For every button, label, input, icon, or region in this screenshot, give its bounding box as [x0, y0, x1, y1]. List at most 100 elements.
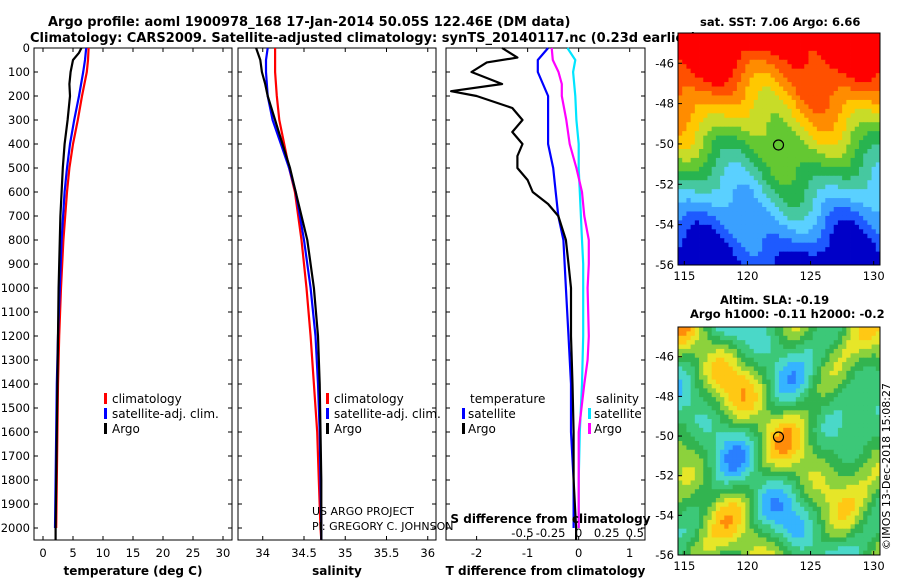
map-cell [694, 524, 700, 530]
map-cell [699, 392, 704, 398]
map-cell [732, 207, 738, 212]
map-cell [753, 171, 759, 177]
map-cell [774, 166, 780, 172]
map-cell [867, 519, 872, 525]
map-cell [707, 405, 713, 411]
map-cell [749, 427, 755, 433]
map-cell [858, 401, 864, 407]
map-cell [757, 131, 763, 137]
map-cell [791, 207, 797, 212]
map-cell [800, 247, 805, 253]
map-cell [800, 392, 805, 398]
map-cell [690, 55, 696, 61]
map-cell [766, 135, 771, 141]
map-cell [800, 375, 805, 381]
map-cell [867, 256, 872, 261]
map-cell [787, 91, 793, 96]
map-cell [825, 256, 830, 261]
map-cell [682, 458, 687, 464]
map-cell [846, 384, 851, 389]
map-cell [825, 175, 830, 181]
map-cell [694, 140, 700, 145]
map-cell [728, 50, 734, 56]
map-cell [749, 251, 755, 257]
map-cell [753, 388, 759, 394]
map-cell [808, 166, 814, 172]
map-cell [808, 524, 814, 530]
map-cell [863, 68, 868, 74]
map-cell [690, 207, 696, 212]
map-cell [703, 113, 708, 119]
map-cell [720, 362, 725, 367]
map-cell [766, 493, 771, 499]
map-cell [825, 184, 830, 190]
map-cell [804, 113, 809, 119]
map-cell [711, 82, 717, 87]
map-cell [694, 260, 700, 266]
map-cell [682, 184, 687, 190]
map-cell [783, 131, 788, 137]
map-cell [795, 189, 801, 195]
map-cell [816, 353, 822, 359]
map-cell [703, 202, 708, 208]
map-cell [800, 77, 805, 83]
map-cell [816, 50, 822, 56]
map-cell [690, 77, 696, 83]
map-cell [678, 99, 683, 105]
map-cell [779, 229, 784, 235]
map-cell [812, 184, 818, 190]
map-cell [753, 502, 759, 508]
map-cell [690, 82, 696, 87]
map-cell [766, 335, 771, 341]
map-cell [682, 108, 687, 114]
map-cell [699, 189, 704, 195]
map-cell [854, 493, 860, 499]
map-cell [749, 41, 755, 47]
map-cell [745, 519, 750, 525]
map-cell [783, 405, 788, 411]
map-cell [829, 379, 835, 385]
map-cell [821, 153, 826, 159]
map-cell [736, 104, 742, 110]
map-cell [825, 73, 830, 79]
map-cell [808, 149, 814, 154]
map-cell [825, 135, 830, 141]
map-cell [745, 410, 750, 416]
map-cell [720, 122, 725, 128]
map-cell [837, 498, 843, 503]
map-cell [686, 91, 692, 96]
map-cell [816, 427, 822, 433]
map-cell [741, 419, 746, 424]
map-cell [779, 405, 784, 411]
map-cell [787, 113, 793, 119]
map-cell [808, 340, 814, 345]
map-cell [745, 229, 750, 235]
map-cell [875, 238, 881, 244]
map-cell [842, 519, 847, 525]
map-cell [821, 162, 826, 168]
map-cell [795, 260, 801, 266]
map-cell [850, 175, 856, 181]
map-cell [724, 335, 729, 341]
map-cell [703, 41, 708, 47]
map-cell [728, 113, 734, 119]
map-cell [804, 242, 809, 248]
map-cell [850, 59, 856, 65]
map-cell [787, 131, 793, 137]
map-cell [703, 480, 708, 486]
map-cell [736, 441, 742, 446]
map-cell [816, 502, 822, 508]
map-cell [825, 414, 830, 420]
map-cell [842, 471, 847, 477]
map-cell [804, 357, 809, 363]
map-cell [749, 484, 755, 490]
map-cell [791, 55, 797, 61]
map-cell [871, 432, 877, 438]
map-cell [812, 233, 818, 239]
map-cell [720, 471, 725, 477]
map-cell [745, 41, 750, 47]
map-cell [829, 454, 835, 459]
map-cell [867, 144, 872, 150]
map-cell [724, 73, 729, 79]
map-cell [871, 131, 877, 137]
